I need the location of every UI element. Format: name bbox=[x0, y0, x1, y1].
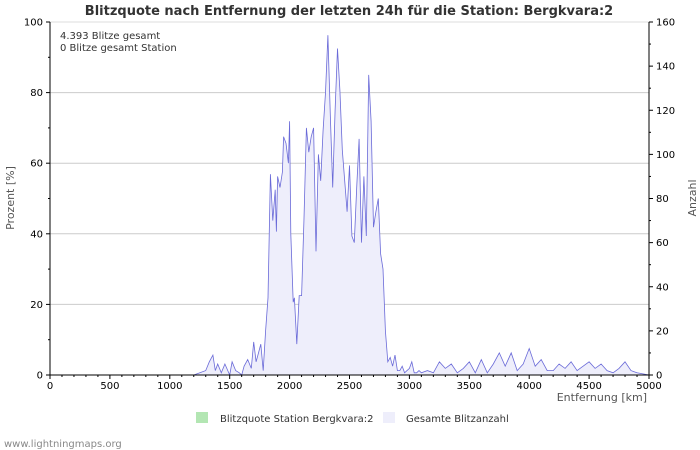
y-axis-right-label: Anzahl bbox=[686, 179, 699, 216]
y-right-tick-label-100: 100 bbox=[656, 150, 675, 161]
y-right-tick-label-140: 140 bbox=[656, 62, 675, 73]
y-left-tick-label-100: 100 bbox=[24, 18, 43, 29]
legend-swatch-total bbox=[383, 412, 395, 423]
x-tick-label-2500: 2500 bbox=[337, 381, 362, 392]
y-left-tick-label-60: 60 bbox=[30, 159, 43, 170]
x-tick-label-1000: 1000 bbox=[157, 381, 182, 392]
x-ticks: 0 500 1000 1500 2000 2500 3000 3500 4000 4500 5000 bbox=[47, 375, 662, 392]
y-right-tick-label-0: 0 bbox=[656, 371, 662, 382]
x-tick-label-1500: 1500 bbox=[217, 381, 242, 392]
y-right-tick-label-60: 60 bbox=[656, 238, 669, 249]
y-left-tick-label-80: 80 bbox=[30, 88, 43, 99]
legend-label-total: Gesamte Blitzanzahl bbox=[406, 414, 509, 425]
y-left-tick-label-0: 0 bbox=[37, 371, 43, 382]
x-tick-label-4500: 4500 bbox=[576, 381, 601, 392]
info-line-total: 4.393 Blitze gesamt bbox=[60, 31, 160, 42]
y-axis-left-label: Prozent [%] bbox=[4, 166, 17, 230]
x-tick-label-0: 0 bbox=[47, 381, 53, 392]
x-tick-label-2000: 2000 bbox=[277, 381, 302, 392]
y-ticks-left: 0 20 40 60 80 100 bbox=[24, 18, 50, 382]
legend: Blitzquote Station Bergkvara:2 Gesamte B… bbox=[196, 412, 509, 425]
y-right-tick-label-160: 160 bbox=[656, 18, 675, 29]
x-tick-label-3000: 3000 bbox=[397, 381, 422, 392]
y-ticks-right: 0 20 40 60 80 100 120 140 160 bbox=[649, 18, 675, 382]
x-tick-label-4000: 4000 bbox=[516, 381, 541, 392]
total-count-area bbox=[50, 35, 649, 375]
y-right-tick-label-80: 80 bbox=[656, 194, 669, 205]
chart-title: Blitzquote nach Entfernung der letzten 2… bbox=[85, 4, 613, 19]
x-tick-label-5000: 5000 bbox=[636, 381, 661, 392]
x-tick-label-3500: 3500 bbox=[457, 381, 482, 392]
y-left-tick-label-40: 40 bbox=[30, 229, 43, 240]
y-right-tick-label-120: 120 bbox=[656, 106, 675, 117]
y-right-tick-label-20: 20 bbox=[656, 326, 669, 337]
footer-link[interactable]: www.lightningmaps.org bbox=[4, 439, 122, 450]
total-count-line bbox=[50, 35, 650, 377]
legend-label-station: Blitzquote Station Bergkvara:2 bbox=[220, 414, 373, 425]
y-right-tick-label-40: 40 bbox=[656, 282, 669, 293]
y-left-tick-label-20: 20 bbox=[30, 300, 43, 311]
legend-swatch-station bbox=[196, 412, 208, 423]
info-line-station: 0 Blitze gesamt Station bbox=[60, 43, 177, 54]
x-axis-label: Entfernung [km] bbox=[557, 391, 647, 404]
x-tick-label-500: 500 bbox=[100, 381, 119, 392]
